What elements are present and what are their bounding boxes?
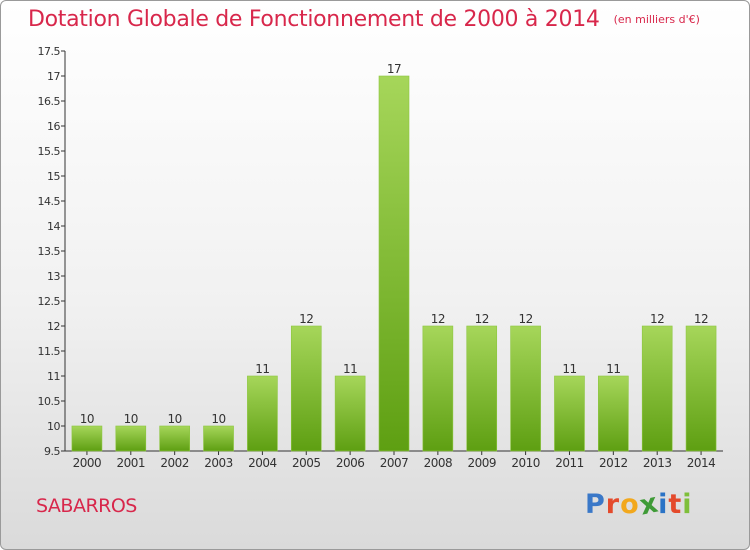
x-tick-label-2004: 2004 [248, 456, 277, 470]
bar-2007 [378, 75, 410, 452]
bar-2009 [466, 325, 498, 452]
value-label-2004: 11 [255, 362, 269, 376]
y-tick-label: 13 [47, 270, 60, 283]
value-label-2010: 12 [518, 312, 532, 326]
y-tick-label: 15.5 [38, 145, 61, 158]
y-tick-label: 16 [47, 120, 60, 133]
value-label-2008: 12 [431, 312, 445, 326]
x-tick-label-2003: 2003 [204, 456, 233, 470]
value-label-2001: 10 [124, 412, 138, 426]
y-tick-label: 16.5 [38, 95, 61, 108]
bar-2010 [510, 325, 541, 452]
chart-unit: (en milliers d'€) [613, 13, 700, 26]
x-tick-label-2006: 2006 [336, 456, 365, 470]
y-tick-label: 14.5 [38, 195, 61, 208]
y-tick-label: 11.5 [38, 345, 61, 358]
y-tick-label: 17 [47, 70, 60, 83]
value-label-2014: 12 [694, 312, 708, 326]
x-tick-label-2014: 2014 [687, 456, 716, 470]
logo-letter: t [668, 489, 683, 520]
bar-2004 [247, 375, 278, 452]
value-label-2013: 12 [650, 312, 664, 326]
x-tick-label-2002: 2002 [160, 456, 189, 470]
x-tick-label-2010: 2010 [511, 456, 540, 470]
value-label-2009: 12 [475, 312, 489, 326]
logo-letter: i [658, 489, 669, 520]
bar-2006 [334, 375, 366, 452]
bar-2005 [290, 325, 322, 452]
y-tick-label: 14 [47, 220, 60, 233]
y-tick-label: 13.5 [38, 245, 61, 258]
value-label-2000: 10 [80, 412, 94, 426]
bar-2008 [422, 325, 454, 452]
value-label-2003: 10 [211, 412, 225, 426]
bar-2011 [554, 375, 585, 452]
bar-2003 [203, 425, 234, 452]
x-tick-label-2001: 2001 [117, 456, 146, 470]
bar-2012 [598, 375, 629, 452]
value-label-2007: 17 [387, 62, 401, 76]
commune-name: SABARROS [36, 495, 137, 517]
x-tick-label-2009: 2009 [467, 456, 496, 470]
value-label-2011: 11 [562, 362, 576, 376]
bar-2002 [159, 425, 190, 452]
x-tick-label-2005: 2005 [292, 456, 321, 470]
y-tick-label: 12.5 [38, 295, 61, 308]
chart-title: Dotation Globale de Fonctionnement de 20… [28, 7, 700, 32]
value-label-2002: 10 [168, 412, 182, 426]
y-tick-label: 9.5 [44, 445, 60, 458]
x-tick-label-2007: 2007 [380, 456, 409, 470]
logo-letter: P [585, 489, 606, 520]
bar-2000 [71, 425, 103, 452]
chart-title-text: Dotation Globale de Fonctionnement de 20… [28, 7, 600, 32]
proxiti-logo[interactable]: Proxiti [585, 487, 693, 521]
x-tick-label-2008: 2008 [424, 456, 453, 470]
bar-2014 [685, 325, 717, 452]
labels: 10 2000 10 2001 10 2002 10 2003 11 2004 12 2005 11 20… [73, 62, 716, 470]
x-tick-label-2013: 2013 [643, 456, 672, 470]
bar-2013 [641, 325, 673, 452]
y-tick-label: 10.5 [38, 395, 61, 408]
y-tick-label: 10 [47, 420, 60, 433]
bar-2001 [115, 425, 147, 452]
value-label-2012: 11 [606, 362, 620, 376]
logo-letter: r [605, 489, 621, 520]
y-tick-label: 17.5 [38, 45, 61, 58]
logo-letter: i [682, 489, 693, 520]
y-tick-label: 15 [47, 170, 60, 183]
axes: 9.5 10 10.5 11 11.5 12 12.5 13 13.5 14 14.5 15 15.5 1… [38, 45, 723, 458]
value-label-2005: 12 [299, 312, 313, 326]
x-tick-label-2011: 2011 [555, 456, 584, 470]
y-tick-label: 12 [47, 320, 60, 333]
value-label-2006: 11 [343, 362, 357, 376]
x-tick-label-2012: 2012 [599, 456, 628, 470]
x-tick-label-2000: 2000 [73, 456, 102, 470]
logo-letter: o [620, 489, 640, 520]
bars [71, 75, 717, 452]
y-tick-label: 11 [47, 370, 60, 383]
